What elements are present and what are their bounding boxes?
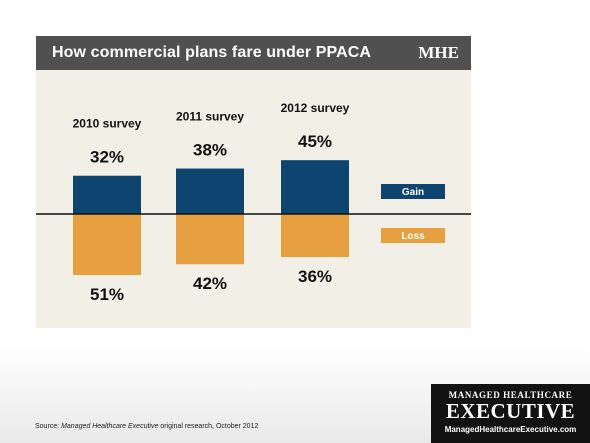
gain-bar: [73, 175, 141, 214]
category-label: 2012 survey: [281, 101, 350, 115]
gain-bar: [281, 160, 349, 214]
chart-title: How commercial plans fare under PPACA: [52, 44, 372, 61]
gain-value-label: 32%: [90, 148, 124, 167]
source-prefix: Source:: [35, 423, 62, 430]
category-label: 2011 survey: [176, 110, 244, 124]
gain-value-label: 45%: [298, 132, 332, 151]
loss-bar: [176, 214, 244, 265]
brand-url: ManagedHealthcareExecutive.com: [444, 425, 577, 434]
loss-value-label: 36%: [298, 267, 332, 286]
brand-logo: MANAGED HEALTHCARE EXECUTIVE ManagedHeal…: [431, 384, 590, 443]
legend-label-loss: Loss: [401, 231, 425, 242]
chart-panel: 32% 51% 2010 survey 38% 42% 2011 survey 45% 36%…: [36, 70, 471, 328]
loss-value-label: 42%: [193, 274, 227, 293]
gain-bar: [176, 168, 244, 214]
source-publication: Managed Healthcare Executive: [61, 423, 159, 430]
chart-title-bar: How commercial plans fare under PPACA MH…: [36, 36, 471, 70]
bar-chart: 32% 51% 2010 survey 38% 42% 2011 survey 45% 36%…: [36, 101, 471, 304]
category-label: 2010 survey: [73, 117, 142, 131]
brand-main: EXECUTIVE: [445, 399, 576, 423]
brand-top: MANAGED HEALTHCARE: [448, 390, 573, 400]
legend-swatch-gain: [381, 184, 445, 199]
loss-value-label: 51%: [90, 285, 124, 304]
gain-value-label: 38%: [193, 141, 227, 160]
loss-bar: [73, 214, 141, 275]
legend-swatch-loss: [381, 228, 445, 243]
mhe-logo: MHE: [418, 43, 459, 62]
source-note: Source: Managed Healthcare Executive ori…: [35, 423, 258, 430]
source-suffix: original research, October 2012: [158, 423, 259, 430]
legend-label-gain: Gain: [402, 187, 424, 198]
loss-bar: [281, 214, 349, 258]
